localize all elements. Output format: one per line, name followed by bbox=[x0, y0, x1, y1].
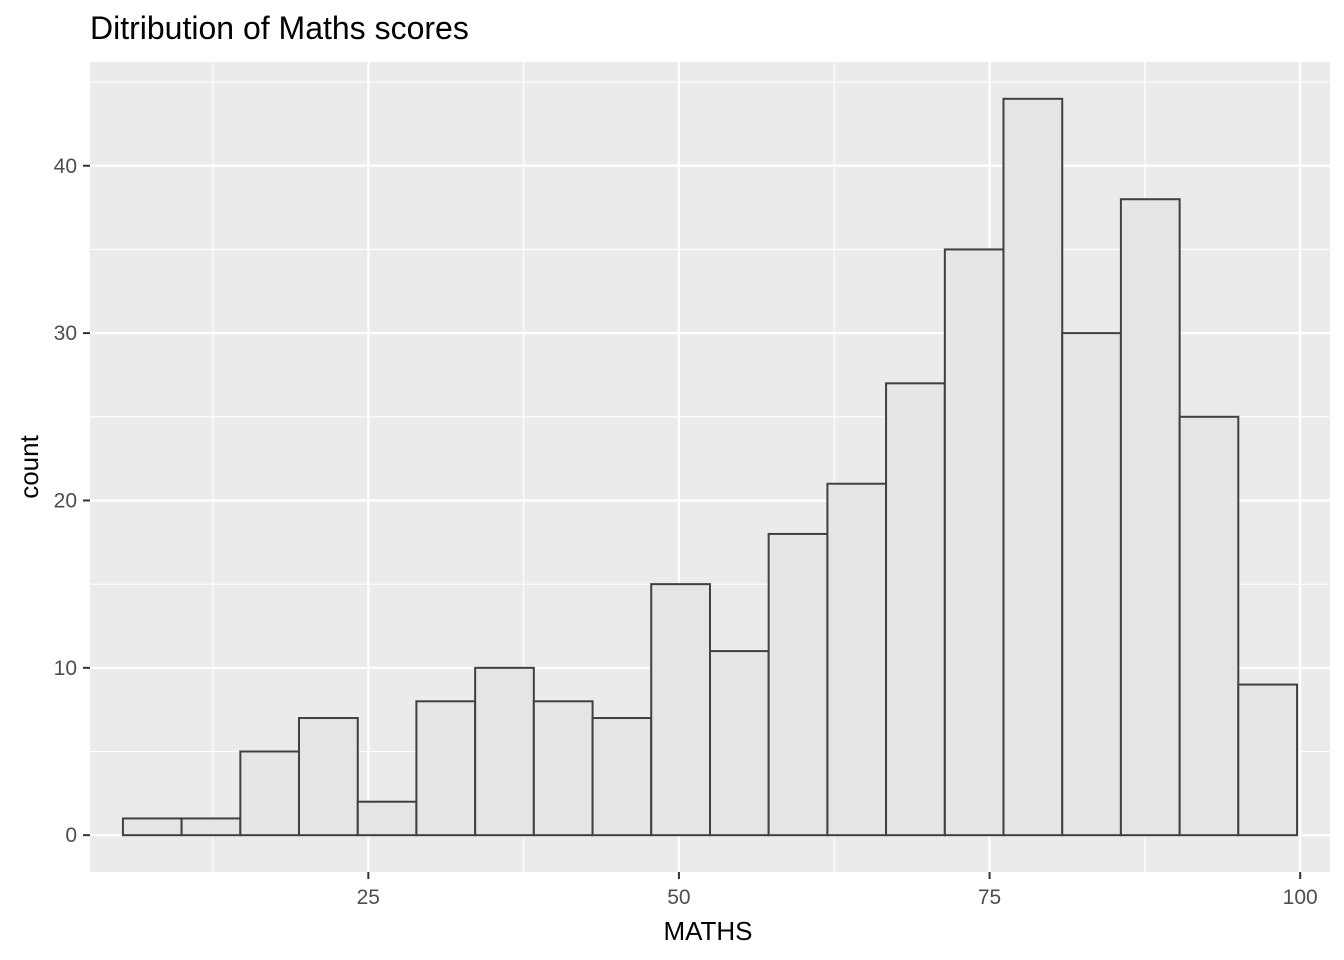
x-axis: 25 50 75 100 bbox=[357, 872, 1318, 909]
histogram-bar bbox=[1061, 332, 1122, 837]
histogram-bar bbox=[591, 717, 653, 837]
y-tick-label: 30 bbox=[54, 322, 77, 345]
histogram-bar bbox=[767, 532, 829, 837]
y-axis: 0 10 20 30 40 bbox=[54, 155, 90, 847]
histogram-bar bbox=[415, 700, 477, 837]
histogram-bar bbox=[121, 817, 183, 837]
histogram-bar bbox=[474, 666, 535, 837]
histogram-bar bbox=[180, 817, 242, 837]
histogram-bar bbox=[943, 248, 1005, 837]
x-axis-label: MATHS bbox=[663, 916, 752, 946]
x-tick-label: 75 bbox=[978, 886, 1001, 909]
y-axis-label: count bbox=[14, 434, 44, 498]
y-tick-label: 0 bbox=[65, 824, 77, 847]
bars bbox=[121, 97, 1299, 837]
histogram-bar bbox=[1119, 198, 1181, 837]
histogram-bar bbox=[1237, 683, 1299, 837]
chart-title: Ditribution of Maths scores bbox=[90, 10, 469, 46]
histogram-bar bbox=[297, 717, 359, 837]
x-tick-label: 100 bbox=[1283, 886, 1318, 909]
x-tick-label: 25 bbox=[357, 886, 380, 909]
histogram-bar bbox=[885, 382, 946, 837]
y-tick-label: 40 bbox=[54, 155, 77, 178]
histogram-bar bbox=[826, 482, 888, 837]
y-tick-label: 20 bbox=[54, 489, 77, 512]
histogram-bar bbox=[239, 750, 300, 837]
histogram-bar bbox=[1002, 97, 1064, 837]
histogram-bar bbox=[1178, 415, 1240, 837]
y-tick-label: 10 bbox=[54, 657, 77, 680]
x-tick-label: 50 bbox=[667, 886, 690, 909]
histogram-bar bbox=[650, 583, 712, 837]
histogram-bar bbox=[356, 800, 418, 837]
histogram-bar bbox=[709, 650, 770, 837]
histogram-bar bbox=[532, 700, 594, 837]
